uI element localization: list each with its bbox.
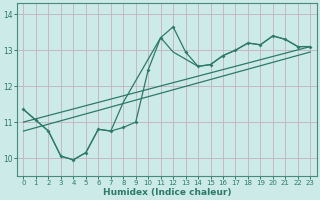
X-axis label: Humidex (Indice chaleur): Humidex (Indice chaleur) bbox=[103, 188, 231, 197]
